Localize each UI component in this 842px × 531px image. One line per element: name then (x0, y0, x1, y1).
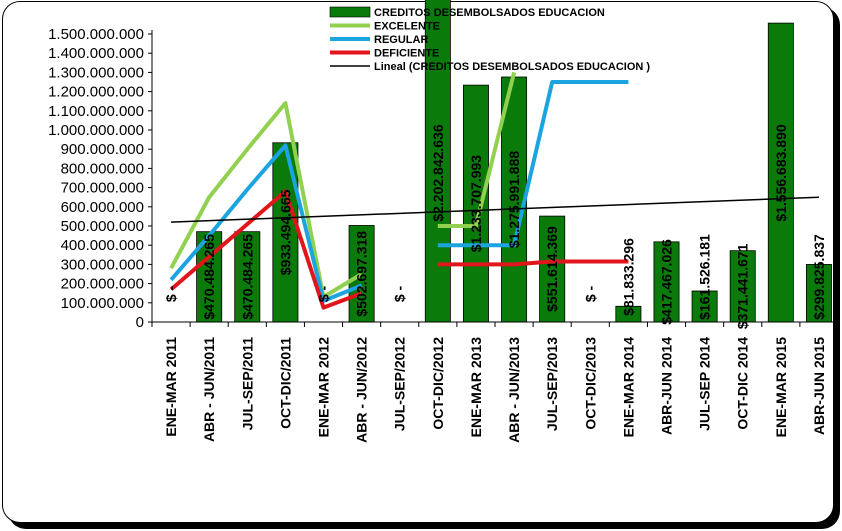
data-label: $1.556.683.890 (773, 124, 789, 222)
x-tick-label: ENE-MAR 2011 (163, 337, 179, 437)
data-labels: $ - $470.484.265 $470.484.265 $933.494.665 $… (163, 124, 827, 329)
y-tick-label: 700.000.000 (61, 180, 144, 197)
x-tick-label: JUL-SEP/2011 (239, 337, 255, 431)
legend-label: Lineal (CREDITOS DESEMBOLSADOS EDUCACION… (374, 61, 650, 73)
bars (196, 0, 832, 322)
x-tick-label: ABR - JUN/2011 (201, 337, 217, 442)
series-line-deficiente (437, 259, 629, 267)
data-label: $1.233.707.993 (468, 155, 484, 253)
y-tick-label: 300.000.000 (61, 256, 144, 273)
bar (462, 84, 489, 322)
data-label: $933.494.665 (277, 189, 293, 275)
data-label: $81.833.296 (620, 238, 636, 316)
x-tick-label: ENE-MAR 2013 (468, 337, 484, 438)
bar (539, 215, 566, 322)
data-label: $ - (316, 285, 332, 302)
y-axis: 0 100.000.000 200.000.000 300.000.000 400.00… (48, 26, 153, 331)
y-tick-label: 1.300.000.000 (48, 64, 144, 81)
data-label: $ - (392, 285, 408, 302)
series-line-regular (437, 80, 629, 248)
bar (729, 250, 756, 322)
series-line-regular (169, 143, 363, 303)
data-label: $502.697.318 (354, 231, 370, 317)
data-label: $470.484.265 (201, 234, 217, 320)
bar (234, 231, 261, 322)
y-tick-label: 1.000.000.000 (48, 122, 144, 139)
bar (348, 225, 375, 322)
legend-label: DEFICIENTE (374, 48, 439, 60)
x-tick-label: OCT-DIC 2014 (735, 337, 751, 430)
data-label: $551.614.369 (544, 226, 560, 312)
x-axis: ENE-MAR 2011 ABR - JUN/2011 JUL-SEP/2011 OC… (151, 321, 839, 443)
x-tick-label: OCT-DIC/2011 (277, 337, 293, 429)
legend: CREDITOS DESEMBOLSADOS EDUCACION EXCELENT… (329, 6, 650, 73)
x-tick-label: JUL-SEP/2012 (392, 337, 408, 431)
y-tick-label: 1.100.000.000 (48, 103, 144, 120)
y-tick-label: 900.000.000 (61, 141, 144, 158)
chart-frame (2, 1, 834, 523)
data-label: $371.441.671 (735, 243, 751, 329)
y-tick-label: 100.000.000 (61, 295, 144, 312)
legend-label: REGULAR (374, 34, 428, 46)
legend-label: EXCELENTE (374, 21, 440, 33)
legend-swatch (329, 6, 371, 18)
y-tick-label: 1.400.000.000 (48, 45, 144, 62)
data-label: $417.467.026 (659, 239, 675, 325)
data-label: $1.275.991.888 (506, 151, 522, 249)
x-tick-label: ABR-JUN 2015 (811, 337, 827, 435)
series-line-deficiente (169, 189, 363, 310)
series-line-excelente (437, 71, 517, 228)
x-tick-label: ENE-MAR 2015 (773, 337, 789, 438)
y-tick-label: 600.000.000 (61, 199, 144, 216)
x-tick-label: ABR-JUN 2014 (659, 337, 675, 435)
bar (653, 241, 680, 322)
y-tick-label: 0 (136, 314, 144, 331)
trendline (171, 196, 819, 223)
data-label: $470.484.265 (239, 234, 255, 320)
x-tick-label: JUL-SEP 2014 (697, 337, 713, 431)
y-tick-label: 1.200.000.000 (48, 84, 144, 101)
data-label: $ - (582, 285, 598, 302)
data-label: $299.825.837 (811, 234, 827, 320)
y-tick-label: 200.000.000 (61, 276, 144, 293)
data-label: $2.202.842.636 (430, 124, 446, 222)
bar (805, 264, 832, 322)
x-tick-label: OCT-DIC/2012 (430, 337, 446, 430)
x-tick-label: ABR - JUN/2012 (354, 337, 370, 443)
series-lines (169, 71, 819, 310)
y-tick-label: 1.500.000.000 (48, 26, 144, 43)
legend-label: CREDITOS DESEMBOLSADOS EDUCACION (374, 7, 605, 19)
x-tick-label: ABR - JUN/2013 (506, 337, 522, 443)
y-tick-label: 400.000.000 (61, 237, 144, 254)
x-tick-label: OCT-DIC/2013 (582, 337, 598, 430)
bar (501, 76, 528, 322)
y-tick-label: 500.000.000 (61, 218, 144, 235)
y-tick-label: 800.000.000 (61, 160, 144, 177)
series-line-excelente (169, 101, 363, 299)
data-label: $ - (163, 285, 179, 302)
x-tick-label: ENE-MAR 2014 (620, 337, 636, 438)
x-tick-label: JUL-SEP/2013 (544, 337, 560, 431)
bar (424, 0, 451, 322)
x-tick-label: ENE-MAR 2012 (316, 337, 332, 438)
data-label: $161.526.181 (697, 234, 713, 320)
